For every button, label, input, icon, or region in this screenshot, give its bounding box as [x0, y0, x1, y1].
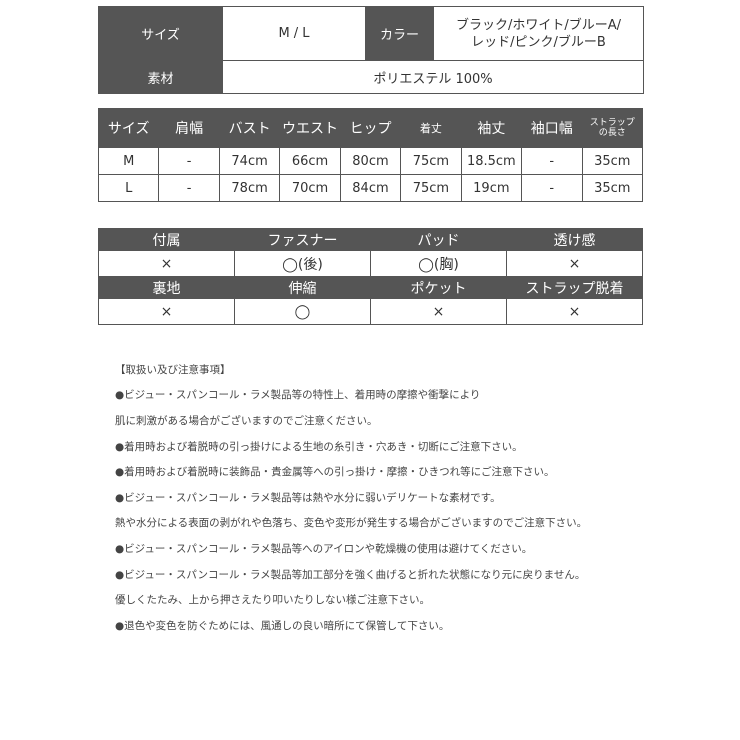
- color-line-1: ブラック/ホワイト/ブルーA/: [455, 17, 622, 33]
- cell: 80cm: [339, 147, 402, 175]
- cell: 84cm: [339, 174, 402, 202]
- header-strap-detachable: ストラップ脱着: [506, 276, 643, 299]
- cell: 18.5cm: [460, 147, 523, 175]
- header-size: サイズ: [97, 108, 160, 148]
- measurement-table: サイズ 肩幅 バスト ウエスト ヒップ 着丈 袖丈 袖口幅 ストラップ の長さ M…: [97, 108, 643, 202]
- material-value: ポリエステル 100%: [222, 60, 644, 94]
- cell: -: [158, 174, 220, 202]
- cell: 66cm: [279, 147, 341, 175]
- cell: ×: [506, 298, 643, 325]
- cell: 75cm: [400, 147, 462, 175]
- cell: 70cm: [279, 174, 341, 202]
- header-accessory: 付属: [98, 228, 235, 251]
- strap-line-1: ストラップ: [589, 118, 635, 128]
- note-line: ●着用時および着脱時の引っ掛けによる生地の糸引き・穴あき・切断にご注意下さい。: [115, 440, 523, 453]
- cell: 78cm: [218, 174, 281, 202]
- note-line: 優しくたたみ、上から押さえたり叩いたりしない様ご注意下さい。: [115, 594, 430, 607]
- header-hip: ヒップ: [339, 108, 402, 148]
- header-shoulder: 肩幅: [158, 108, 220, 148]
- header-sheerness: 透け感: [506, 228, 643, 251]
- notes-title: 【取扱い及び注意事項】: [115, 363, 231, 376]
- header-cuff: 袖口幅: [521, 108, 583, 148]
- color-value: ブラック/ホワイト/ブルーA/レッド/ピンク/ブルーB: [433, 6, 644, 61]
- header-waist: ウエスト: [279, 108, 341, 148]
- size-value: M / L: [222, 6, 366, 61]
- cell: ×: [98, 298, 235, 325]
- note-line: ●ビジュー・スパンコール・ラメ製品等は熱や水分に弱いデリケートな素材です。: [115, 491, 501, 504]
- header-sleeve: 袖丈: [460, 108, 523, 148]
- strap-line-2: の長さ: [598, 128, 626, 138]
- cell: 35cm: [581, 174, 643, 202]
- header-length: 着丈: [400, 108, 462, 148]
- header-pad: パッド: [370, 228, 507, 251]
- color-label: カラー: [365, 6, 434, 61]
- feature-table: 付属 ファスナー パッド 透け感 × ◯(後) ◯(胸) × 裏地 伸縮 ポケット ス…: [98, 228, 643, 325]
- table-row: L -78cm 70cm 84cm 75cm 19cm -35cm: [97, 174, 643, 202]
- cell: ◯: [234, 298, 371, 325]
- cell: 74cm: [218, 147, 281, 175]
- header-strap-length: ストラップ の長さ: [581, 108, 643, 148]
- note-line: ●ビジュー・スパンコール・ラメ製品等加工部分を強く曲げると折れた状態になり元に戻…: [115, 568, 586, 581]
- note-line: ●ビジュー・スパンコール・ラメ製品等の特性上、着用時の摩擦や衝撃により: [115, 389, 481, 402]
- note-line: ●退色や変色を防ぐためには、風通しの良い暗所にて保管して下さい。: [115, 619, 450, 632]
- care-notes: 【取扱い及び注意事項】 ●ビジュー・スパンコール・ラメ製品等の特性上、着用時の摩…: [115, 351, 587, 645]
- header-pocket: ポケット: [370, 276, 507, 299]
- cell: ◯(後): [234, 250, 371, 277]
- note-line: 肌に刺激がある場合がございますのでご注意ください。: [115, 414, 378, 427]
- header-zipper: ファスナー: [234, 228, 371, 251]
- header-stretch: 伸縮: [234, 276, 371, 299]
- cell: ◯(胸): [370, 250, 507, 277]
- header-bust: バスト: [218, 108, 281, 148]
- cell: 35cm: [581, 147, 643, 175]
- table-row: M -74cm 66cm 80cm 75cm 18.5cm -35cm: [97, 147, 643, 175]
- cell: ×: [506, 250, 643, 277]
- cell: ×: [370, 298, 507, 325]
- cell: -: [521, 174, 583, 202]
- material-label: 素材: [98, 60, 223, 94]
- note-line: ●着用時および着脱時に装飾品・貴金属等への引っ掛け・摩擦・ひきつれ等にご注意下さ…: [115, 466, 555, 479]
- cell: 19cm: [460, 174, 523, 202]
- cell: -: [521, 147, 583, 175]
- cell: M: [97, 147, 160, 175]
- header-lining: 裏地: [98, 276, 235, 299]
- note-line: ●ビジュー・スパンコール・ラメ製品等へのアイロンや乾燥機の使用は避けてください。: [115, 542, 533, 555]
- cell: -: [158, 147, 220, 175]
- color-line-2: レッド/ピンク/ブルーB: [471, 34, 606, 50]
- cell: ×: [98, 250, 235, 277]
- note-line: 熱や水分による表面の剥がれや色落ち、変色や変形が発生する場合がございますのでご注…: [115, 517, 588, 530]
- cell: L: [97, 174, 160, 202]
- spec-table: サイズ M / L カラー ブラック/ホワイト/ブルーA/レッド/ピンク/ブルー…: [98, 6, 644, 94]
- cell: 75cm: [400, 174, 462, 202]
- size-label: サイズ: [98, 6, 223, 61]
